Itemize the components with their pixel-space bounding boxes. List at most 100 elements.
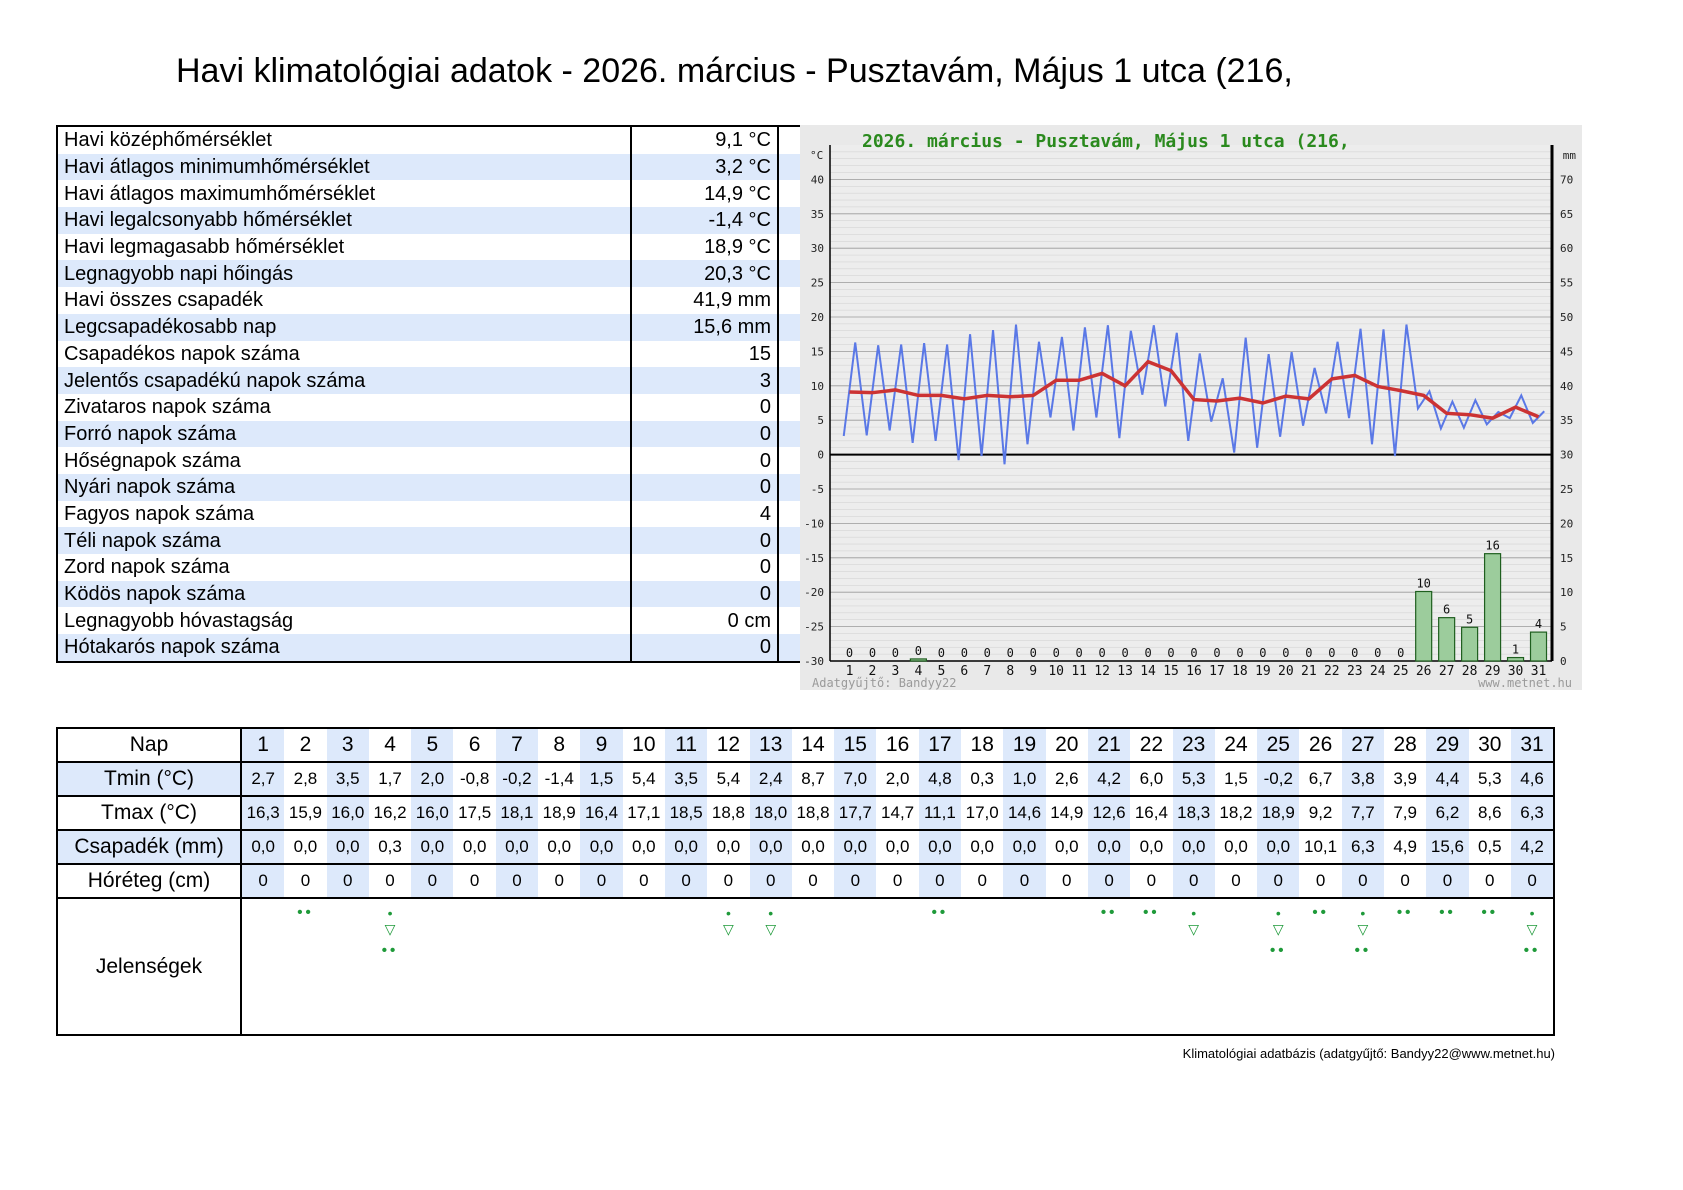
summary-value: 9,1 °C	[715, 129, 771, 152]
phenomena-cell	[241, 898, 285, 1035]
tmin-cell: 1,7	[368, 762, 412, 797]
precip-cell: 0,0	[749, 830, 792, 865]
tmin-cell: 4,4	[1426, 762, 1469, 797]
x-tick-label: 22	[1324, 664, 1340, 679]
precip-bar-label: 0	[1167, 646, 1174, 660]
summary-value: 14,9 °C	[704, 182, 771, 205]
phenomena-cell	[1214, 898, 1258, 1035]
tmin-cell: 7,0	[834, 762, 877, 797]
x-tick-label: 17	[1209, 664, 1225, 679]
day-cell: 21	[1087, 728, 1131, 763]
tmin-cell: 4,8	[918, 762, 962, 797]
summary-value: 0	[759, 556, 771, 579]
x-tick-label: 16	[1186, 664, 1202, 679]
x-tick-label: 4	[914, 664, 922, 679]
day-cell: 24	[1214, 728, 1258, 763]
tmax-cell: 8,6	[1468, 796, 1511, 831]
precip-cell: 0,0	[1045, 830, 1088, 865]
precip-bar-label: 0	[1053, 646, 1060, 660]
day-cell: 4	[368, 728, 412, 763]
left-tick-label: 20	[811, 311, 824, 324]
summary-label: Havi átlagos maximumhőmérséklet	[57, 180, 632, 208]
precip-bar-label: 6	[1443, 603, 1450, 617]
phenomena-cell: • ▽	[707, 898, 750, 1035]
shower-icon: • ▽	[765, 905, 777, 937]
summary-row: Legnagyobb hóvastagság 0 cm	[57, 607, 834, 635]
day-cell: 6	[453, 728, 496, 763]
precip-bar-label: 0	[1007, 646, 1014, 660]
summary-row: Forró napok száma 0	[57, 420, 834, 448]
tmin-cell: 3,5	[664, 762, 708, 797]
left-tick-label: 30	[811, 242, 824, 255]
tmax-cell: 18,1	[495, 796, 539, 831]
x-tick-label: 3	[892, 664, 900, 679]
summary-value: 20,3 °C	[631, 260, 778, 288]
left-tick-label: 25	[811, 277, 824, 290]
precip-cell: 0,0	[411, 830, 454, 865]
day-cell: 31	[1510, 728, 1555, 763]
tmax-cell: 18,3	[1172, 796, 1215, 831]
precip-bar-label: 0	[1397, 646, 1404, 660]
snow-cell: 0	[1214, 864, 1258, 899]
left-tick-label: -15	[804, 552, 824, 565]
snow-cell: 0	[538, 864, 581, 899]
x-tick-label: 18	[1232, 664, 1248, 679]
phenomena-cell: ••	[918, 898, 962, 1035]
day-cell: 28	[1384, 728, 1427, 763]
precip-cell: 0,0	[707, 830, 750, 865]
phenomena-cell	[961, 898, 1004, 1035]
precip-bar-label: 0	[869, 646, 876, 660]
x-tick-label: 9	[1029, 664, 1037, 679]
phenomena-cell	[538, 898, 581, 1035]
tmax-cell: 16,0	[326, 796, 369, 831]
day-cell: 19	[1003, 728, 1046, 763]
x-tick-label: 21	[1301, 664, 1317, 679]
tmax-cell: 14,9	[1045, 796, 1088, 831]
right-tick-label: 40	[1560, 380, 1573, 393]
daily-table: Nap 1 2 3 4 5 6 7 8 9 10 11 12 13 14 15 16 17 18 19 20 21 22 23…	[56, 727, 1556, 1036]
phenomena-cell	[453, 898, 496, 1035]
summary-label: Téli napok száma	[57, 527, 632, 554]
summary-value: 15,6 mm	[631, 313, 778, 341]
x-tick-label: 1	[846, 664, 854, 679]
chart-svg: °C mm4035302520151050-5-10-15-20-25-30706…	[804, 131, 1576, 690]
x-tick-label: 7	[983, 664, 991, 679]
precip-bar-label: 0	[846, 646, 853, 660]
chart-footer-left: Adatgyűjtő: Bandyy22	[812, 676, 957, 690]
rain-icon: ••	[1270, 942, 1287, 959]
left-tick-label: 40	[811, 173, 824, 186]
snow-cell: 0	[834, 864, 877, 899]
day-cell: 5	[411, 728, 454, 763]
snow-cell: 0	[411, 864, 454, 899]
shower-icon: • ▽	[1526, 905, 1538, 937]
x-tick-label: 27	[1439, 664, 1455, 679]
left-unit-label: °C	[810, 149, 823, 162]
x-tick-label: 19	[1255, 664, 1271, 679]
precip-cell: 0,5	[1468, 830, 1511, 865]
tmin-cell: 2,0	[876, 762, 919, 797]
right-tick-label: 5	[1560, 621, 1567, 634]
precip-bar	[1483, 553, 1502, 662]
right-tick-label: 35	[1560, 414, 1573, 427]
snow-cell: 0	[326, 864, 369, 899]
summary-value: 0	[631, 634, 778, 662]
phenomena-cell: • ▽ ••	[1510, 898, 1555, 1035]
tmin-cell: 5,3	[1172, 762, 1215, 797]
phenomena-cell	[622, 898, 665, 1035]
precip-cell: 4,9	[1384, 830, 1427, 865]
snow-cell: 0	[876, 864, 919, 899]
precip-bar-label: 1	[1512, 643, 1519, 657]
summary-label: Havi középhőmérséklet	[57, 126, 632, 154]
shower-icon: • ▽	[1357, 905, 1369, 937]
tmin-cell: 5,3	[1468, 762, 1511, 797]
precip-cell: 0,0	[453, 830, 496, 865]
summary-value: 4	[759, 502, 771, 525]
summary-label: Zord napok száma	[57, 554, 632, 581]
phenomena-cell: ••	[1468, 898, 1511, 1035]
phenomena-cell	[1003, 898, 1046, 1035]
snow-cell: 0	[1468, 864, 1511, 899]
x-tick-label: 23	[1347, 664, 1363, 679]
precip-cell: 6,3	[1341, 830, 1385, 865]
